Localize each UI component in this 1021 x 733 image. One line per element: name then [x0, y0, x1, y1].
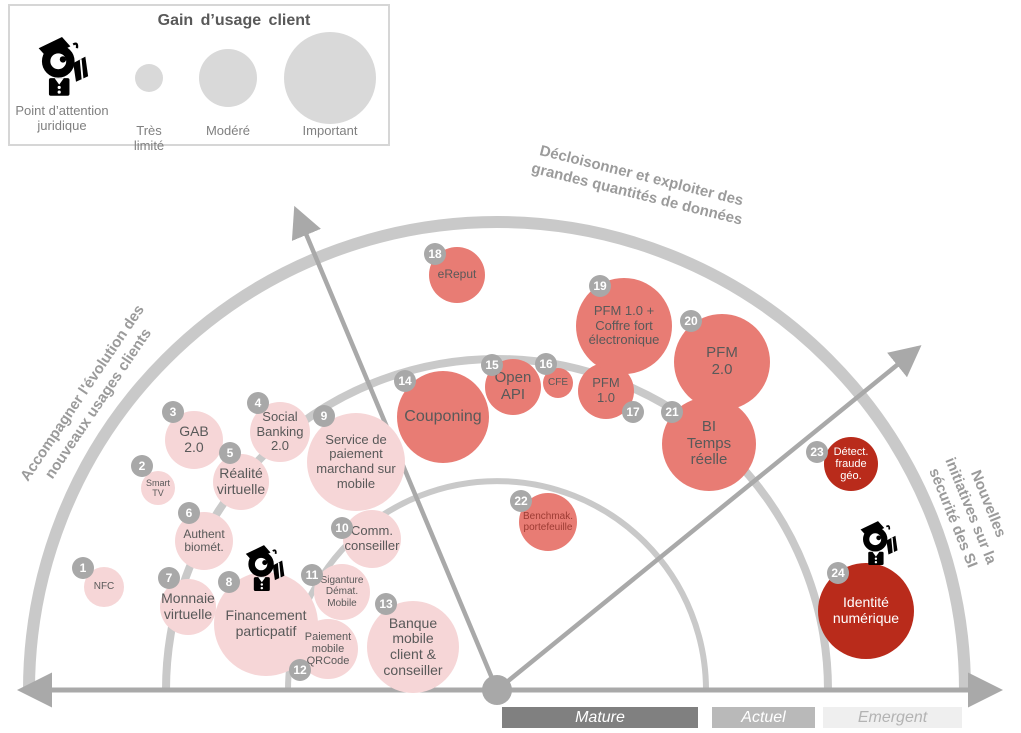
- legend-title: Gain d’usage client: [157, 12, 311, 29]
- outer-arc-emergent: [23, 216, 971, 691]
- legend-size-circle-wrap: [284, 32, 376, 124]
- legend-size-circle-wrap: [199, 32, 257, 124]
- legend-body: Point d’attention juridique Très limité M…: [10, 32, 388, 154]
- zone-label-emergent: Emergent: [823, 707, 962, 728]
- bubble-number-badge: 11: [301, 564, 323, 586]
- bubble-label: PFM 1.0: [592, 375, 620, 405]
- legend-size-label: Très limité: [133, 123, 165, 153]
- legend-size-circle: [284, 32, 376, 124]
- legend-size-item: Important: [272, 32, 388, 154]
- bubble-label: Service de paiement marchand sur mobile: [316, 431, 396, 491]
- bubble-number-badge: 24: [827, 562, 849, 584]
- bubble-number-badge: 4: [247, 392, 269, 414]
- legend-size-label: Important: [302, 123, 358, 138]
- bubble-number-badge: 1: [72, 557, 94, 579]
- legal-attention-icon: [245, 545, 285, 591]
- bubble-number-badge: 21: [661, 401, 683, 423]
- bubble-label: GAB 2.0: [179, 423, 209, 455]
- bubble-number-badge: 3: [162, 401, 184, 423]
- legend-size-label: Modéré: [205, 123, 251, 138]
- bubble-label: Identité numérique: [832, 594, 900, 626]
- bubble-label: Détect. fraude géo.: [833, 445, 869, 483]
- bubble-label: Réalité virtuelle: [216, 465, 266, 497]
- legal-icon-wrap: [34, 26, 90, 104]
- bubble-number-badge: 14: [394, 370, 416, 392]
- bubble-number-badge: 5: [219, 442, 241, 464]
- bubble-number-badge: 13: [375, 593, 397, 615]
- bubble-24: Identité numérique: [818, 563, 914, 659]
- bubble-number-badge: 2: [131, 455, 153, 477]
- legal-attention-icon: [860, 521, 898, 565]
- legend-legal-item: Point d’attention juridique: [10, 32, 114, 154]
- bubble-label: eReput: [437, 267, 477, 282]
- bubble-label: PFM 1.0 + Coffre fort électronique: [588, 303, 660, 348]
- legend-size-circle-wrap: [135, 32, 163, 124]
- bubble-11: Siganture Démat. Mobile: [314, 564, 370, 620]
- bubble-number-badge: 10: [331, 517, 353, 539]
- bubble-label: Banque mobile client & conseiller: [383, 614, 443, 678]
- inner-arc-mature: [285, 478, 709, 691]
- bubble-label: Authent biomét.: [183, 526, 225, 554]
- bubble-number-badge: 18: [424, 243, 446, 265]
- bubble-label: Smart TV: [145, 477, 170, 498]
- bubble-23: Détect. fraude géo.: [824, 437, 878, 491]
- bubble-9: Service de paiement marchand sur mobile: [307, 413, 405, 511]
- bubble-2: Smart TV: [141, 471, 175, 505]
- bubble-label: CFE: [548, 377, 568, 389]
- zone-label-mature: Mature: [502, 707, 698, 728]
- bubble-label: Benchmak. portefeuille: [522, 510, 574, 533]
- bubble-label: Open API: [494, 369, 532, 403]
- bubble-number-badge: 19: [589, 275, 611, 297]
- bubble-number-badge: 17: [622, 401, 644, 423]
- bubble-number-badge: 8: [218, 571, 240, 593]
- legend-sizes-group: Très limité Modéré Important: [114, 32, 388, 154]
- zone-label-actuel: Actuel: [712, 707, 815, 728]
- bubble-number-badge: 20: [680, 310, 702, 332]
- legend-size-circle: [135, 64, 163, 92]
- legal-attention-icon: [38, 37, 89, 96]
- legend-legal-label: Point d’attention juridique: [15, 103, 109, 133]
- legend-size-item: Très limité: [114, 32, 184, 154]
- bubble-5: Réalité virtuelle: [213, 454, 269, 510]
- bubble-label: Siganture Démat. Mobile: [320, 575, 364, 609]
- bubble-10: Comm. conseiller: [343, 510, 401, 568]
- bubble-number-badge: 6: [178, 502, 200, 524]
- bubble-number-badge: 23: [806, 441, 828, 463]
- bubble-13: Banque mobile client & conseiller: [367, 601, 459, 693]
- legend-panel: Gain d’usage client: [8, 4, 390, 153]
- bubble-label: Social Banking 2.0: [256, 409, 304, 454]
- bubble-label: Financement particpatif: [225, 607, 307, 639]
- bubble-number-badge: 22: [510, 490, 532, 512]
- bubble-label: Monnaie virtuelle: [161, 590, 215, 622]
- bubble-number-badge: 12: [289, 659, 311, 681]
- bubble-label: Couponing: [404, 408, 482, 426]
- bubble-label: PFM 2.0: [706, 344, 738, 378]
- spoke-securite-axis: [495, 345, 922, 692]
- bubble-label: Paiement mobile QRCode: [304, 630, 352, 668]
- bubble-label: BI Temps réelle: [686, 417, 732, 469]
- bubble-number-badge: 15: [481, 354, 503, 376]
- bubble-number-badge: 16: [535, 353, 557, 375]
- bubble-label: Comm. conseiller: [344, 523, 400, 553]
- bubble-label: NFC: [93, 581, 115, 593]
- axis-origin-dot: [482, 675, 512, 705]
- legend-size-item: Modéré: [184, 32, 272, 154]
- legend-size-circle: [199, 49, 257, 107]
- bubble-number-badge: 7: [158, 567, 180, 589]
- bubble-number-badge: 9: [313, 405, 335, 427]
